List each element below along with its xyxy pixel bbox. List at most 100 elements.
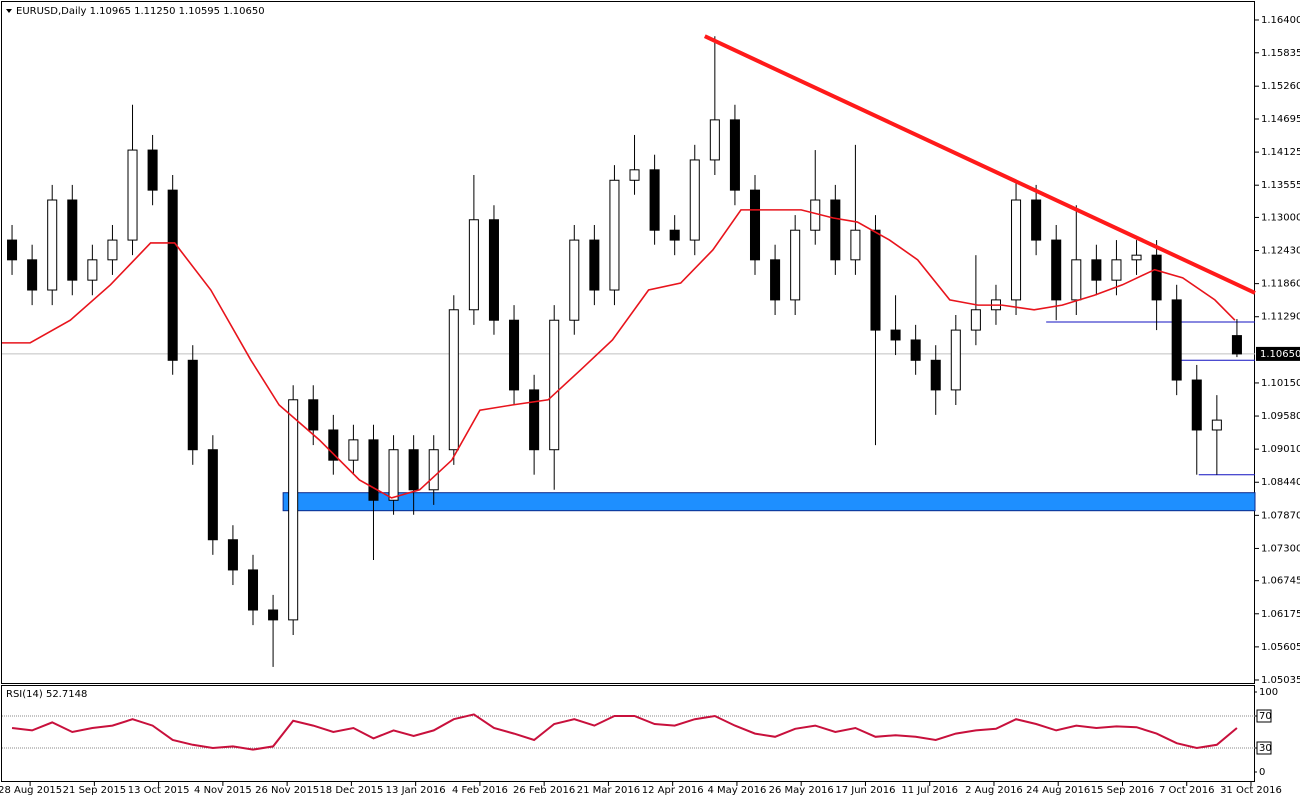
- y-tick-label: 1.08440: [1261, 477, 1300, 488]
- candle-body: [468, 219, 479, 311]
- x-tick-label: 21 Mar 2016: [577, 785, 640, 796]
- candle-body: [1011, 199, 1022, 301]
- candle-body: [448, 309, 459, 451]
- y-tick-label: 1.10150: [1261, 378, 1300, 389]
- y-tick-label: 0: [1259, 767, 1265, 778]
- candle-body: [1111, 259, 1122, 281]
- y-tick-label: 70: [1259, 711, 1272, 722]
- x-tick-label: 26 Nov 2015: [255, 785, 319, 796]
- support-zone: [282, 492, 1256, 512]
- x-tick-label: 28 Aug 2015: [0, 785, 62, 796]
- x-tick-label: 4 Nov 2015: [194, 785, 252, 796]
- y-tick-label: 100: [1259, 687, 1278, 698]
- candle-body: [1231, 335, 1242, 355]
- candle-body: [509, 319, 520, 391]
- candle-body: [589, 239, 600, 291]
- x-tick-label: 26 Feb 2016: [513, 785, 575, 796]
- candle-body: [328, 429, 339, 461]
- candle-body: [227, 539, 238, 571]
- candle-body: [709, 119, 720, 161]
- candle-body: [749, 189, 761, 261]
- last-price-box: [1256, 346, 1300, 361]
- candle-body: [649, 169, 660, 231]
- candle-body: [107, 239, 118, 261]
- x-tick-label: 17 Jun 2016: [835, 785, 895, 796]
- menu-triangle: [6, 9, 12, 13]
- y-tick-label: 1.13000: [1261, 212, 1300, 223]
- x-tick-label: 12 Apr 2016: [642, 785, 704, 796]
- x-tick-label: 24 Aug 2016: [1026, 785, 1090, 796]
- candle-body: [549, 319, 560, 451]
- candle-body: [1191, 379, 1202, 431]
- x-tick-label: 7 Oct 2016: [1159, 785, 1214, 796]
- candle-body: [87, 259, 98, 281]
- x-tick-label: 11 Jul 2016: [901, 785, 958, 796]
- candle-body: [669, 229, 680, 241]
- candle-body: [1131, 254, 1142, 261]
- candle-body: [850, 229, 861, 261]
- moving-average: [2, 209, 1236, 499]
- candle-body: [167, 189, 178, 361]
- candle-body: [428, 449, 439, 491]
- candle-body: [47, 199, 58, 291]
- candle-body: [1171, 299, 1182, 381]
- y-tick-label: 1.06745: [1261, 576, 1300, 587]
- chart-title: EURUSD,Daily 1.10965 1.11250 1.10595 1.1…: [16, 6, 265, 17]
- candle-body: [950, 329, 961, 391]
- y-tick-label: 1.14125: [1261, 147, 1300, 158]
- x-tick-label: 2 Aug 2016: [965, 785, 1023, 796]
- candle-body: [810, 199, 821, 231]
- candle-body: [830, 199, 841, 261]
- x-tick-label: 31 Oct 2016: [1220, 785, 1282, 796]
- y-tick-label: 30: [1259, 743, 1272, 754]
- x-tick-label: 4 Feb 2016: [452, 785, 508, 796]
- y-tick-label: 1.16400: [1261, 15, 1300, 26]
- candle-body: [247, 569, 259, 611]
- candle-body: [870, 229, 881, 331]
- x-tick-label: 15 Sep 2016: [1091, 785, 1154, 796]
- candle-body: [408, 449, 419, 491]
- candle-body: [930, 359, 941, 391]
- candle-body: [629, 169, 640, 181]
- candle-body: [529, 389, 540, 451]
- rsi-title: RSI(14) 52.7148: [6, 689, 87, 700]
- candle-body: [609, 179, 620, 291]
- y-tick-label: 1.12430: [1261, 246, 1300, 257]
- candle-body: [288, 399, 299, 621]
- candle-body: [890, 329, 901, 341]
- candle-body: [308, 399, 319, 431]
- candle-body: [348, 439, 359, 461]
- y-tick-label: 1.15835: [1261, 48, 1300, 59]
- candle-body: [729, 119, 740, 191]
- candle-body: [1031, 199, 1042, 241]
- candle-body: [569, 239, 580, 321]
- candle-body: [67, 199, 78, 281]
- x-tick-label: 4 May 2016: [708, 785, 767, 796]
- candle-body: [388, 449, 399, 501]
- x-tick-label: 13 Oct 2015: [128, 785, 190, 796]
- candle-body: [1051, 239, 1062, 301]
- last-price-label: 1.10650: [1260, 349, 1300, 360]
- candle-body: [790, 229, 801, 301]
- y-tick-label: 1.11860: [1261, 279, 1300, 290]
- candle-body: [207, 449, 218, 541]
- main-panel: [1, 1, 1255, 684]
- rsi-panel: [1, 685, 1255, 782]
- x-tick-label: 26 May 2016: [769, 785, 834, 796]
- y-tick-label: 1.15260: [1261, 81, 1300, 92]
- candle-body: [187, 359, 198, 451]
- y-tick-label: 1.14695: [1261, 114, 1300, 125]
- y-tick-label: 1.06175: [1261, 609, 1300, 620]
- candle-body: [689, 159, 700, 241]
- candle-body: [1071, 259, 1082, 301]
- rsi-line: [11, 713, 1238, 751]
- candle-body: [770, 259, 781, 301]
- candle-body: [910, 339, 921, 361]
- y-tick-label: 1.05605: [1261, 642, 1300, 653]
- candle-body: [1091, 259, 1102, 281]
- x-tick-label: 13 Jan 2016: [386, 785, 446, 796]
- x-tick-label: 18 Dec 2015: [319, 785, 383, 796]
- candle-body: [1151, 254, 1162, 301]
